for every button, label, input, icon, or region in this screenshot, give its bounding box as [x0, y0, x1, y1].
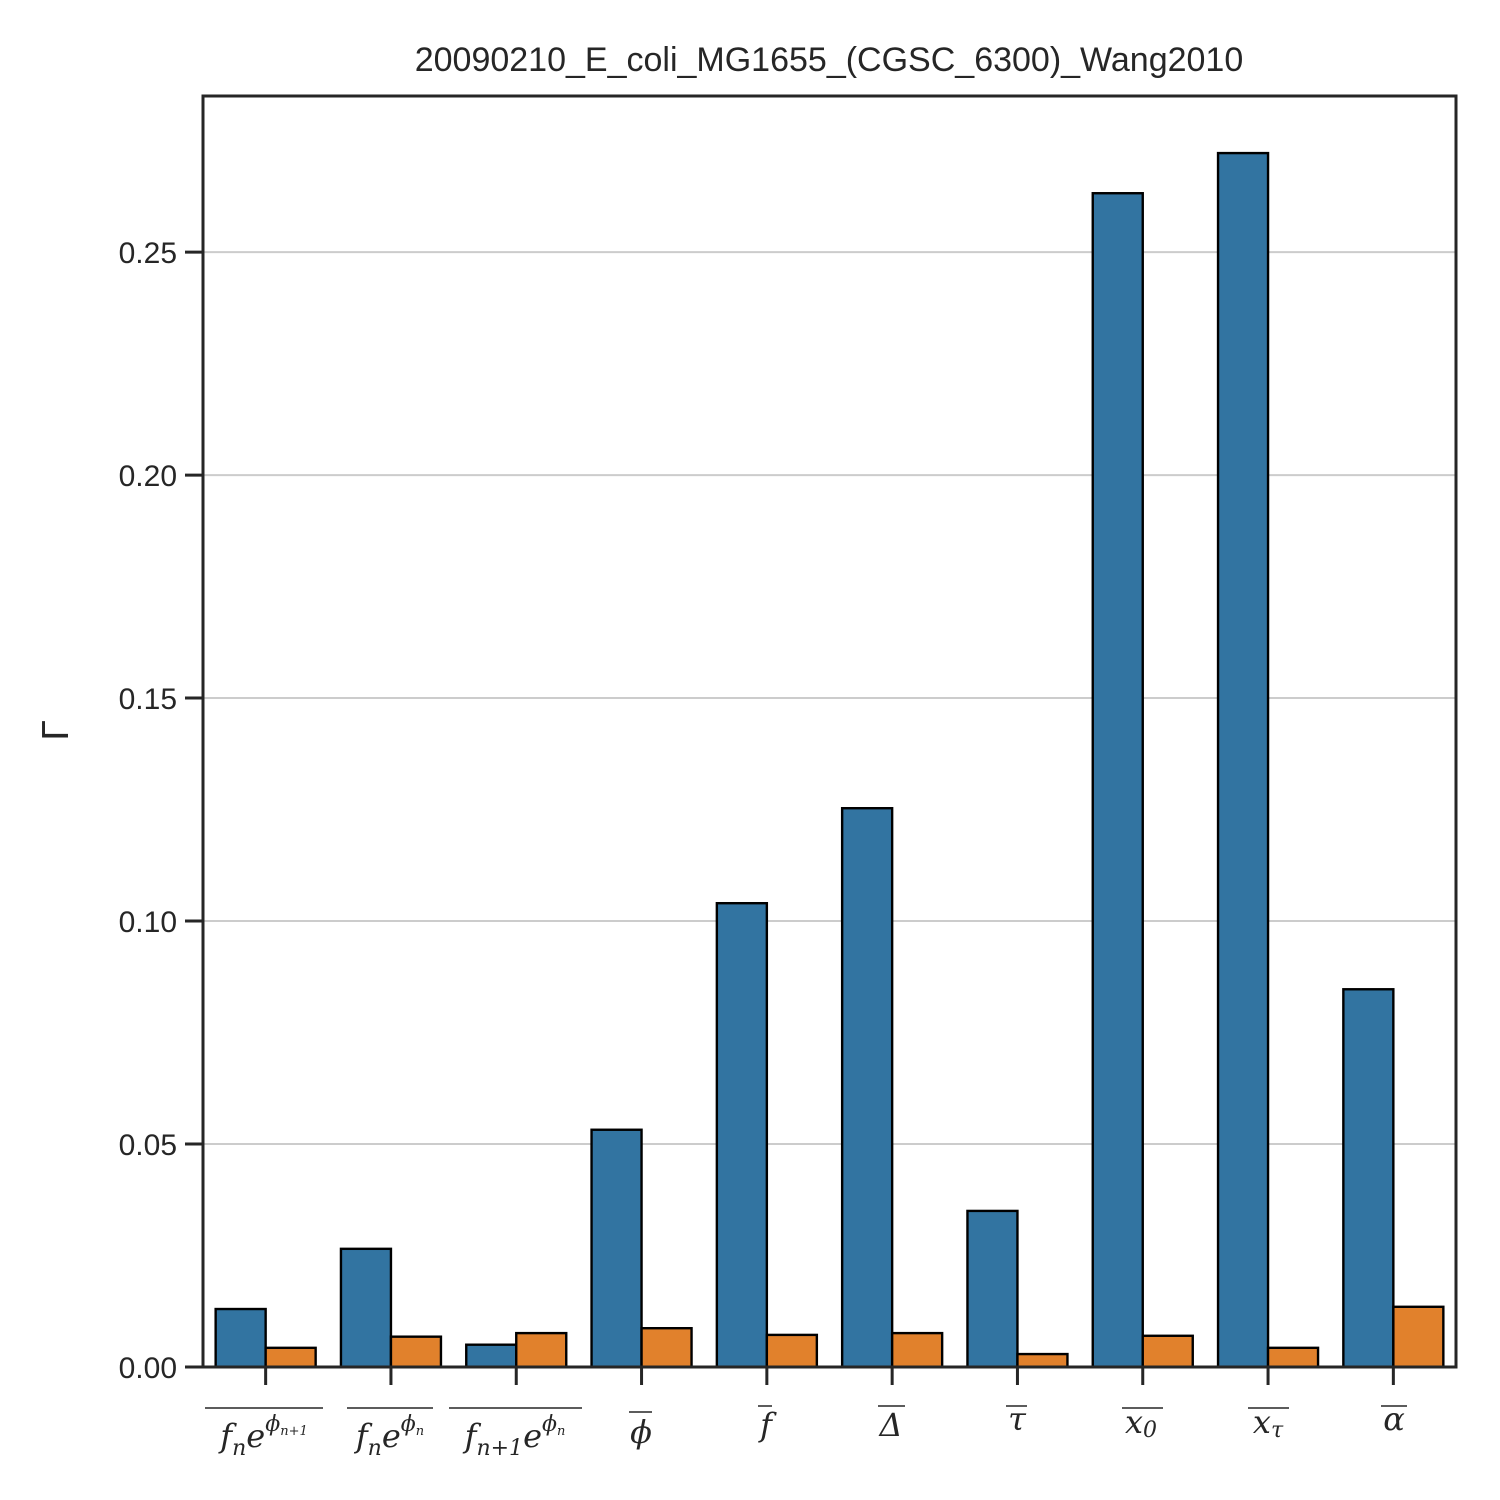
svg-text:fneϕn+1: fneϕn+1 [218, 1412, 308, 1461]
x-tick-label-3: ϕ [629, 1411, 652, 1451]
bar-series-0-2 [465, 1343, 518, 1369]
bar-series-0-4 [715, 901, 769, 1369]
x-tick-label-0: fneϕn+1 [205, 1407, 323, 1461]
bar-series-0-0 [214, 1307, 267, 1369]
svg-text:fneϕn: fneϕn [354, 1412, 424, 1461]
bar-series-0-8 [1216, 151, 1270, 1369]
bar-series-0-1 [339, 1247, 393, 1369]
svg-text:ϕ: ϕ [630, 1413, 652, 1451]
x-tick-label-7: x0 [1122, 1403, 1163, 1443]
svg-text:xτ: xτ [1253, 1403, 1284, 1443]
bar-series-0-7 [1091, 192, 1144, 1369]
svg-text:τ: τ [1008, 1400, 1027, 1438]
bar-series-0-5 [840, 807, 894, 1369]
y-axis-label: Γ [36, 721, 77, 741]
bar-series-1-9 [1392, 1305, 1445, 1369]
bar-series-1-0 [264, 1346, 317, 1369]
svg-text:Δ: Δ [877, 1406, 902, 1444]
y-tick-label: 0.25 [119, 237, 177, 270]
bar-series-0-3 [590, 1128, 643, 1369]
bar-series-1-4 [765, 1333, 819, 1369]
x-tick-label-8: xτ [1248, 1403, 1289, 1443]
bar-series-0-9 [1342, 988, 1395, 1369]
y-tick-label: 0.10 [119, 906, 177, 939]
bars [214, 151, 1445, 1369]
y-tick-label: 0.05 [119, 1129, 177, 1162]
bar-series-1-5 [890, 1331, 944, 1369]
svg-text:x0: x0 [1125, 1403, 1157, 1443]
x-tick-label-2: fn+1eϕn [449, 1407, 582, 1461]
chart-title: 20090210_E_coli_MG1655_(CGSC_6300)_Wang2… [415, 41, 1244, 79]
y-axis: 0.00 0.05 0.10 0.15 0.20 0.25 [119, 237, 203, 1385]
x-axis: fneϕn+1 fneϕn fn+1eϕn ϕ f Δ τ x0 [205, 1367, 1407, 1461]
bar-series-1-3 [640, 1327, 693, 1369]
plot-frame [201, 94, 1458, 1369]
bar-series-1-6 [1016, 1352, 1069, 1369]
bar-series-1-8 [1266, 1346, 1320, 1369]
svg-text:fn+1eϕn: fn+1eϕn [463, 1412, 566, 1461]
bar-series-1-1 [389, 1335, 443, 1369]
x-tick-label-1: fneϕn [347, 1407, 433, 1461]
bar-series-0-6 [966, 1209, 1019, 1369]
x-tick-label-9: α [1381, 1400, 1407, 1438]
bar-series-1-2 [515, 1331, 568, 1369]
x-tick-label-6: τ [1006, 1400, 1027, 1438]
x-tick-label-5: Δ [877, 1405, 905, 1444]
y-tick-label: 0.20 [119, 460, 177, 493]
svg-text:α: α [1383, 1400, 1405, 1438]
y-tick-label: 0.15 [119, 683, 177, 716]
y-tick-label: 0.00 [119, 1352, 177, 1385]
svg-text:f: f [758, 1406, 777, 1444]
bar-series-1-7 [1141, 1334, 1194, 1369]
x-tick-label-4: f [758, 1405, 777, 1444]
